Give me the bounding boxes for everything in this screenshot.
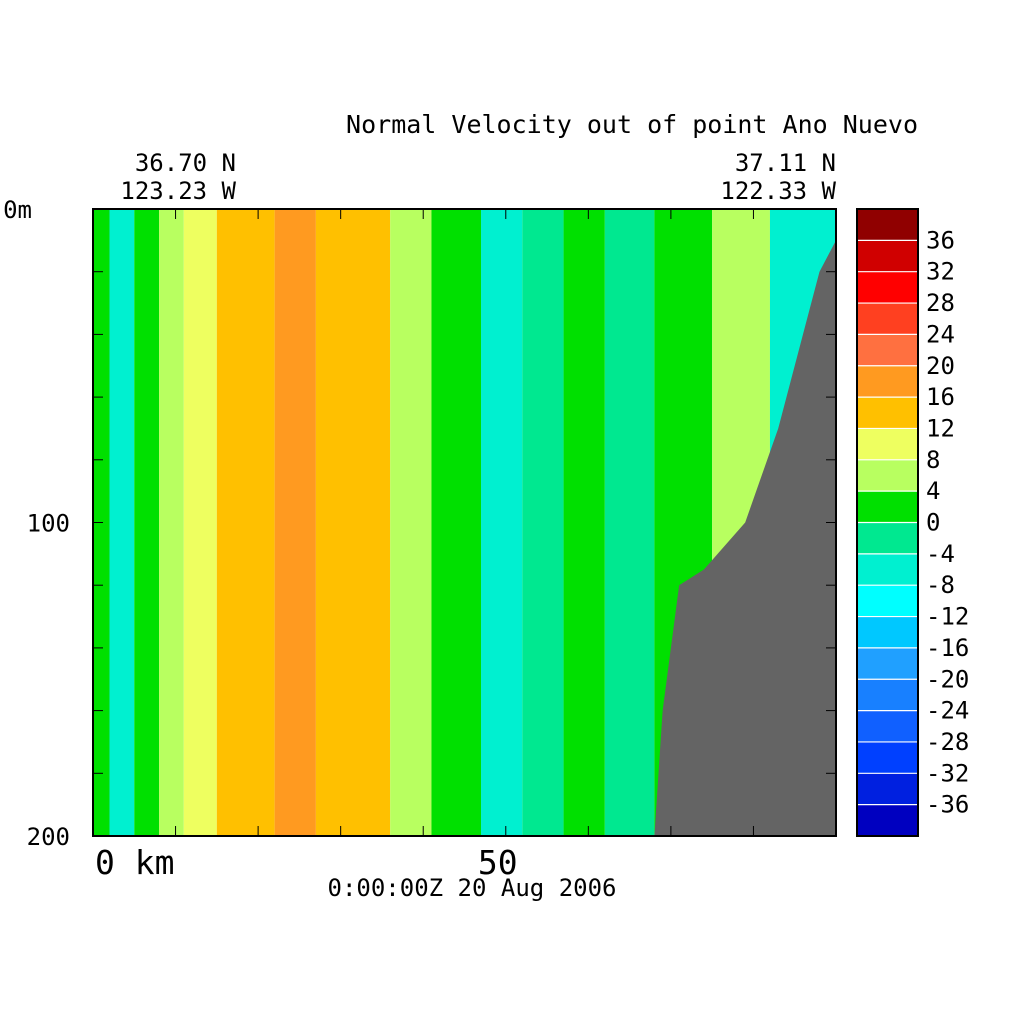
colorbar-swatch bbox=[857, 428, 918, 461]
contour-band-13 bbox=[604, 209, 655, 836]
end-lat-label: 37.11 N bbox=[735, 149, 836, 177]
start-lon-label: 123.23 W bbox=[120, 177, 236, 205]
contour-band-4 bbox=[183, 209, 217, 836]
timestamp-label: 0:00:00Z 20 Aug 2006 bbox=[328, 874, 617, 902]
colorbar-label: 4 bbox=[926, 477, 940, 505]
contour-band-12 bbox=[563, 209, 605, 836]
colorbar-label: -4 bbox=[926, 540, 955, 568]
colorbar-swatch bbox=[857, 710, 918, 743]
colorbar-swatch bbox=[857, 616, 918, 649]
colorbar-label: 20 bbox=[926, 352, 955, 380]
colorbar-swatch bbox=[857, 773, 918, 806]
colorbar-swatch bbox=[857, 303, 918, 335]
colorbar-swatch bbox=[857, 334, 918, 367]
colorbar-swatch bbox=[857, 679, 918, 712]
colorbar-label: 32 bbox=[926, 258, 955, 286]
x-tick-label: 50 bbox=[478, 843, 518, 882]
colorbar-label: -28 bbox=[926, 728, 969, 756]
contour-band-9 bbox=[431, 209, 482, 836]
colorbar-label: -8 bbox=[926, 571, 955, 599]
colorbar-swatch bbox=[857, 585, 918, 618]
y-tick-label: 0m bbox=[3, 196, 32, 224]
colorbar-swatch bbox=[857, 365, 918, 398]
contour-band-11 bbox=[522, 209, 564, 836]
colorbar-frame bbox=[856, 208, 919, 837]
contour-plot-area bbox=[93, 209, 836, 837]
contour-band-3 bbox=[159, 209, 184, 836]
colorbar-swatch bbox=[857, 647, 918, 680]
y-tick-label: 100 bbox=[27, 510, 70, 538]
colorbar-label: 12 bbox=[926, 414, 955, 442]
colorbar-label: 0 bbox=[926, 509, 940, 537]
colorbar-label: 16 bbox=[926, 383, 955, 411]
colorbar-label: -24 bbox=[926, 697, 969, 725]
x-tick-label: 0 km bbox=[95, 843, 174, 882]
chart-title: Normal Velocity out of point Ano Nuevo bbox=[346, 110, 918, 139]
contour-band-5 bbox=[216, 209, 275, 836]
colorbar-label: -20 bbox=[926, 665, 969, 693]
colorbar-label: 8 bbox=[926, 446, 940, 474]
colorbar-label: -16 bbox=[926, 634, 969, 662]
colorbar: 36 32 28 24 20 16 12 8 4 0 -4 -8 -12 -16 -20 -24 -28 -32 -… bbox=[856, 208, 969, 837]
y-tick-label: 200 bbox=[27, 823, 70, 851]
contour-band-8 bbox=[390, 209, 432, 836]
colorbar-label: 24 bbox=[926, 320, 955, 348]
axes: 0m 100 200 0 km 50 bbox=[3, 196, 837, 882]
colorbar-swatch bbox=[857, 209, 918, 241]
colorbar-swatch bbox=[857, 522, 918, 555]
colorbar-swatch bbox=[857, 804, 918, 837]
colorbar-swatch bbox=[857, 741, 918, 774]
end-lon-label: 122.33 W bbox=[720, 177, 836, 205]
colorbar-label: 36 bbox=[926, 226, 955, 254]
colorbar-swatch bbox=[857, 240, 918, 273]
colorbar-swatch bbox=[857, 459, 918, 492]
bathymetry-mask bbox=[654, 240, 836, 837]
colorbar-label: -32 bbox=[926, 759, 969, 787]
colorbar-swatch bbox=[857, 271, 918, 304]
colorbar-swatch bbox=[857, 491, 918, 523]
colorbar-label: 28 bbox=[926, 289, 955, 317]
contour-band-1 bbox=[109, 209, 135, 836]
contour-band-2 bbox=[134, 209, 160, 836]
contour-band-6 bbox=[274, 209, 316, 836]
contour-band-7 bbox=[315, 209, 391, 836]
colorbar-swatch bbox=[857, 397, 918, 429]
contour-band-10 bbox=[481, 209, 523, 836]
colorbar-label: -12 bbox=[926, 603, 969, 631]
start-lat-label: 36.70 N bbox=[135, 149, 236, 177]
colorbar-swatch bbox=[857, 553, 918, 586]
colorbar-label: -36 bbox=[926, 791, 969, 819]
